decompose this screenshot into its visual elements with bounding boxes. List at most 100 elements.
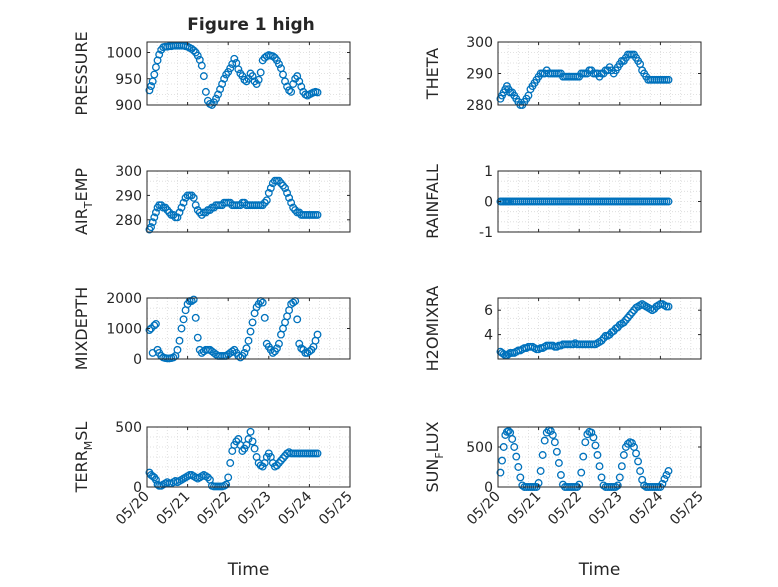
data-point — [220, 74, 229, 83]
data-point — [175, 336, 184, 345]
data-point — [248, 437, 257, 446]
data-point — [252, 80, 261, 88]
x-axis-label: Time — [578, 560, 621, 580]
data-point — [254, 75, 263, 84]
data-point — [636, 467, 645, 475]
data-point — [628, 439, 636, 447]
data-point — [619, 318, 628, 327]
data-point — [179, 198, 188, 207]
data-point — [224, 473, 233, 482]
data-point — [619, 451, 628, 459]
y-axis-label: PRESSURE — [72, 31, 91, 115]
data-point — [536, 467, 545, 475]
data-point — [240, 348, 249, 357]
y-tick-label: 1 — [484, 164, 493, 180]
data-point — [240, 75, 249, 84]
data-point — [145, 326, 154, 334]
y-tick-label: 300 — [466, 35, 493, 51]
data-point — [664, 467, 673, 475]
data-point — [272, 344, 281, 353]
data-point — [226, 459, 235, 467]
data-point — [151, 208, 160, 217]
axes-frame — [146, 41, 351, 106]
data-point — [230, 54, 239, 63]
data-point — [169, 353, 178, 362]
data-point — [589, 433, 598, 442]
data-point — [246, 327, 255, 336]
data-point — [504, 350, 513, 359]
data-point — [613, 481, 622, 490]
y-tick-label: 290 — [466, 67, 493, 83]
data-point — [157, 201, 166, 210]
y-axis-label: TERRMSL — [72, 422, 95, 494]
data-point — [197, 210, 206, 219]
data-point — [595, 462, 604, 471]
data-point — [550, 438, 559, 447]
axes-frame — [146, 426, 351, 488]
axes-frame — [497, 297, 702, 360]
data-point — [599, 334, 608, 343]
data-point — [248, 318, 257, 327]
data-point — [628, 308, 636, 317]
x-tick-label: 05/24 — [275, 488, 315, 528]
data-point — [275, 459, 283, 467]
data-point — [145, 86, 154, 95]
data-point — [173, 345, 182, 354]
data-point — [305, 347, 314, 356]
data-point — [664, 75, 673, 84]
x-tick-label: 05/23 — [235, 489, 275, 529]
data-point — [250, 444, 259, 453]
data-point — [246, 427, 255, 436]
y-tick-label: 1000 — [106, 322, 142, 338]
data-point — [621, 316, 630, 324]
x-tick-label: 05/25 — [316, 489, 356, 529]
data-point — [548, 431, 557, 439]
data-point — [285, 86, 294, 95]
x-tick-label: 05/21 — [154, 489, 194, 529]
data-point — [617, 462, 626, 471]
data-point — [150, 321, 159, 330]
data-point — [510, 443, 519, 451]
y-tick-label: 300 — [115, 164, 142, 180]
data-point — [163, 206, 172, 214]
y-axis-label: RAINFALL — [423, 164, 442, 239]
y-tick-label: 0 — [484, 480, 493, 496]
data-point — [514, 463, 523, 471]
data-point — [313, 88, 322, 97]
data-point — [498, 456, 507, 465]
series-markers — [496, 426, 673, 491]
data-point — [575, 480, 584, 489]
data-point — [238, 447, 247, 455]
figure-title: Figure 1 high — [187, 15, 315, 35]
data-point — [287, 198, 296, 207]
y-axis-label: H2OMIXRA — [423, 286, 442, 372]
y-tick-label: 290 — [115, 188, 142, 204]
y-axis-label: SUNFLUX — [423, 421, 446, 492]
data-point — [546, 427, 555, 435]
data-point — [289, 298, 298, 307]
data-point — [244, 336, 253, 345]
data-point — [587, 428, 596, 437]
data-point — [165, 208, 174, 217]
y-tick-label: 1000 — [106, 46, 142, 62]
x-tick-label: 05/23 — [586, 489, 626, 529]
y-tick-label: 2000 — [106, 291, 142, 307]
data-point — [277, 179, 285, 188]
data-point — [623, 313, 632, 322]
data-point — [187, 191, 196, 200]
y-tick-label: 0 — [484, 195, 493, 211]
data-point — [201, 208, 210, 217]
data-point — [205, 206, 214, 214]
data-point — [201, 87, 210, 96]
data-point — [258, 298, 267, 307]
data-point — [504, 427, 513, 435]
data-point — [272, 461, 281, 470]
data-point — [242, 344, 251, 353]
data-point — [313, 210, 322, 219]
y-tick-label: 500 — [466, 440, 493, 456]
data-point — [173, 213, 182, 222]
data-point — [258, 201, 267, 210]
data-point — [289, 203, 298, 212]
data-point — [577, 468, 586, 477]
